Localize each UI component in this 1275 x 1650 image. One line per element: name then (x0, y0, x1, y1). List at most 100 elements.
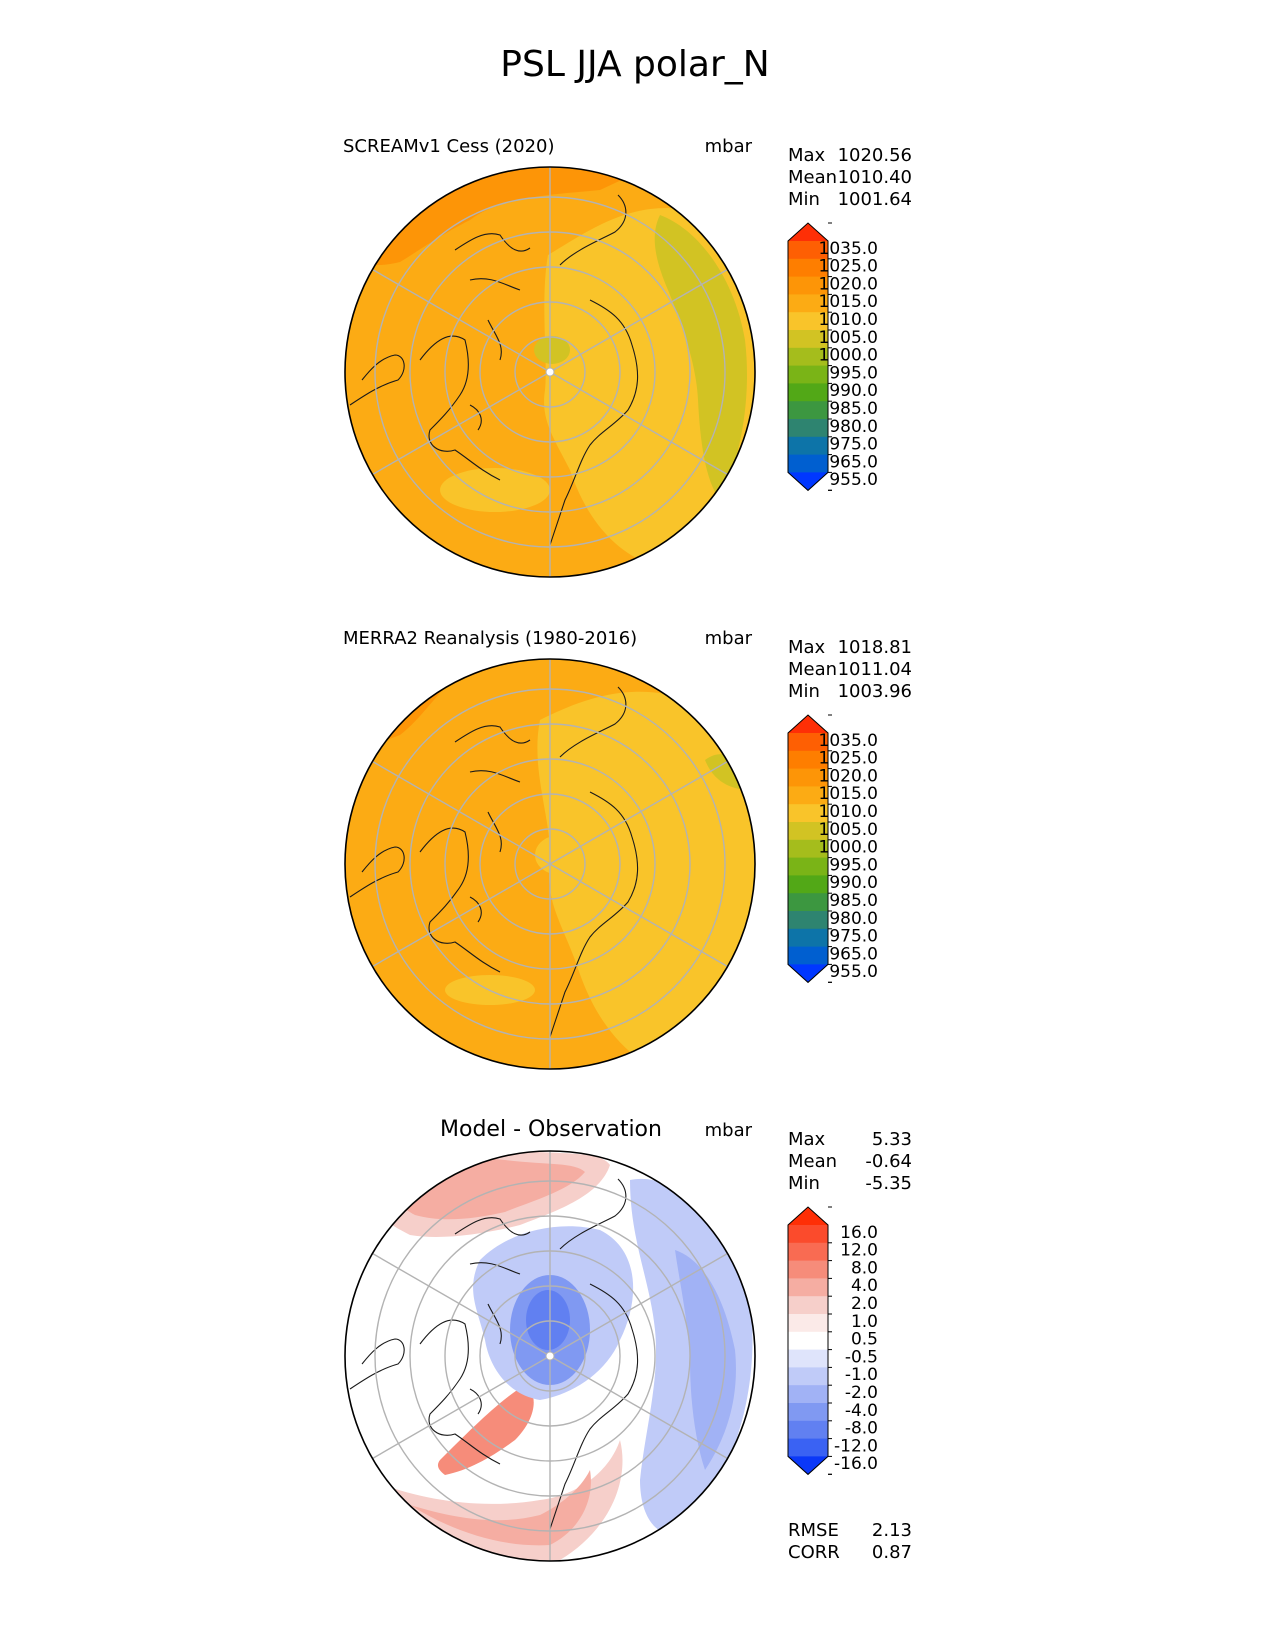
panel-model-colorbar-swatch-3 (788, 294, 828, 313)
panel-model-contour-pole (534, 336, 570, 364)
panel-model-colorbar-tick-label-8: 990.0 (829, 381, 878, 401)
panel-diff-colorbar-swatch-11 (788, 1420, 828, 1440)
figure-title: PSL JJA polar_N (500, 44, 769, 85)
panel-obs-stat-max-label: Max (788, 637, 826, 658)
panel-obs-colorbar-swatch-7 (788, 857, 828, 876)
panel-diff-colorbar-swatch-5 (788, 1314, 828, 1333)
panel-diff-colorbar-extend-min (788, 1456, 828, 1475)
panel-diff-contour-pos-atlantic (437, 1385, 534, 1475)
panel-obs-colorbar-tick-label-12: 965.0 (829, 944, 878, 964)
panel-model-colorbar-tick-label-1: 1025.0 (819, 257, 878, 277)
panel-obs-colorbar-extend-min (788, 964, 828, 983)
panel-model-contour-low (654, 215, 748, 500)
panel-diff-colorbar-swatch-1 (788, 1242, 828, 1262)
panel-obs-map-boundary (344, 658, 756, 1070)
panel-model-colorbar-tick-label-12: 965.0 (829, 452, 878, 472)
panel-obs-colorbar-swatch-11 (788, 928, 828, 948)
panel-obs-colorbar-swatch-6 (788, 839, 828, 859)
panel-diff-stats: Max 5.33 Mean -0.64 Min -5.35 (788, 1129, 912, 1194)
panel-model-colorbar-tick-label-6: 1000.0 (819, 346, 878, 366)
panel-obs-stat-mean-label: Mean (788, 659, 837, 680)
panel-obs-colorbar-swatch-0 (788, 733, 828, 752)
panel-model-colorbar-swatch-5 (788, 330, 828, 349)
panel-diff-meridian-300 (372, 1252, 551, 1357)
panel-model-graticule (372, 167, 728, 577)
panel-diff-colorbar-swatch-2 (788, 1260, 828, 1279)
panel-model-colorbar-swatch-8 (788, 383, 828, 402)
panel-diff-colorbar-swatch-0 (788, 1225, 828, 1244)
panel-model-meridian-300 (372, 268, 551, 373)
panel-obs-colorbar-tick-label-13: 955.0 (829, 962, 878, 982)
panel-obs-colorbar-swatch-3 (788, 786, 828, 805)
panel-model: SCREAMv1 Cess (2020) mbar (343, 136, 912, 578)
panel-diff-contour-pole-core (526, 1290, 570, 1350)
panel-diff-rmse-label: RMSE (788, 1520, 839, 1541)
panel-obs-colorbar-tick-label-10: 980.0 (829, 909, 878, 929)
panel-obs-title: MERRA2 Reanalysis (1980-2016) (343, 628, 637, 649)
panel-obs-graticule (372, 659, 728, 1069)
panel-obs-colorbar-swatch-8 (788, 875, 828, 894)
panel-obs-stats: Max 1018.81 Mean 1011.04 Min 1003.96 (788, 637, 912, 702)
panel-model-colorbar-tick-label-0: 1035.0 (819, 239, 878, 259)
panel-obs-colorbar-swatch-9 (788, 893, 828, 912)
panel-obs-colorbar-tick-label-9: 985.0 (829, 891, 878, 911)
panel-diff-corr-label: CORR (788, 1542, 840, 1563)
panel-diff-map-boundary (344, 1150, 756, 1562)
panel-obs-colorbar-tick-label-7: 995.0 (829, 855, 878, 875)
panel-diff-colorbar-tick-label-13: -16.0 (834, 1454, 878, 1474)
panel-diff-stat-mean-value: -0.64 (865, 1151, 912, 1172)
panel-diff-colorbar-tick-label-10: -4.0 (845, 1401, 878, 1421)
panel-model-colorbar-swatch-2 (788, 276, 828, 295)
panel-obs-colorbar-tick-label-3: 1015.0 (819, 784, 878, 804)
panel-diff-corr-value: 0.87 (872, 1542, 912, 1563)
panel-model-map (345, 167, 755, 577)
panel-model-colorbar-swatch-10 (788, 419, 828, 438)
panel-obs-colorbar-tick-label-11: 975.0 (829, 927, 878, 947)
panel-model-units: mbar (705, 136, 753, 157)
panel-model-stat-min-label: Min (788, 189, 820, 210)
panel-obs-meridian-120 (549, 863, 728, 968)
panel-diff-colorbar-swatch-7 (788, 1349, 828, 1368)
panel-model-meridian-120 (549, 371, 728, 476)
panel-obs-colorbar-swatch-5 (788, 822, 828, 841)
panel-obs-colorbar: 1035.01025.01020.01015.01010.01005.01000… (787, 714, 878, 984)
panel-model-colorbar: 1035.01025.01020.01015.01010.01005.01000… (787, 222, 878, 492)
panel-diff-colorbar-tick-label-11: -8.0 (845, 1419, 878, 1439)
panel-diff-colorbar-swatch-8 (788, 1367, 828, 1386)
panel-model-stat-min-value: 1001.64 (838, 189, 912, 210)
panel-model-colorbar-tick-label-7: 995.0 (829, 363, 878, 383)
panel-diff-colorbar-tick-label-5: 1.0 (851, 1312, 878, 1332)
panel-diff-colorbar-swatch-9 (788, 1385, 828, 1404)
panel-obs-colorbar-swatch-2 (788, 768, 828, 787)
panel-model-colorbar-tick-label-11: 975.0 (829, 435, 878, 455)
panel-model-colorbar-swatch-4 (788, 312, 828, 331)
panel-obs-colorbar-swatch-10 (788, 911, 828, 930)
panel-diff: Model - Observation mbar (344, 1117, 912, 1563)
panel-obs-stat-min-label: Min (788, 681, 820, 702)
panel-model-stat-max-value: 1020.56 (838, 145, 912, 166)
panel-obs-colorbar-tick-label-2: 1020.0 (819, 766, 878, 786)
panel-diff-colorbar-tick-label-9: -2.0 (845, 1383, 878, 1403)
panel-diff-stat-min-value: -5.35 (865, 1173, 912, 1194)
panel-model-colorbar-tick-label-4: 1010.0 (819, 310, 878, 330)
panel-diff-colorbar-tick-label-12: -12.0 (834, 1436, 878, 1456)
panel-model-title: SCREAMv1 Cess (2020) (343, 136, 555, 157)
panel-diff-units: mbar (705, 1120, 753, 1141)
panel-diff-footer-stats: RMSE 2.13 CORR 0.87 (788, 1520, 912, 1563)
panel-diff-colorbar-tick-label-1: 12.0 (840, 1241, 878, 1261)
panel-obs-stat-mean-value: 1011.04 (838, 659, 912, 680)
panel-model-colorbar-tick-label-13: 955.0 (829, 470, 878, 490)
panel-obs-colorbar-tick-label-5: 1005.0 (819, 820, 878, 840)
panel-model-meridian-240 (372, 371, 551, 476)
panel-diff-colorbar: 16.012.08.04.02.01.00.5-0.5-1.0-2.0-4.0-… (787, 1206, 878, 1476)
panel-diff-colorbar-swatch-12 (788, 1438, 828, 1457)
panel-diff-coastlines (349, 1178, 639, 1530)
panel-diff-stat-max-label: Max (788, 1129, 826, 1150)
panel-obs-stat-max-value: 1018.81 (838, 637, 912, 658)
panel-diff-colorbar-tick-label-4: 2.0 (851, 1294, 878, 1314)
panel-diff-colorbar-tick-label-7: -0.5 (845, 1347, 878, 1367)
panel-model-stat-max-label: Max (788, 145, 826, 166)
panel-obs-colorbar-swatch-4 (788, 804, 828, 823)
panel-model-colorbar-tick-label-10: 980.0 (829, 417, 878, 437)
